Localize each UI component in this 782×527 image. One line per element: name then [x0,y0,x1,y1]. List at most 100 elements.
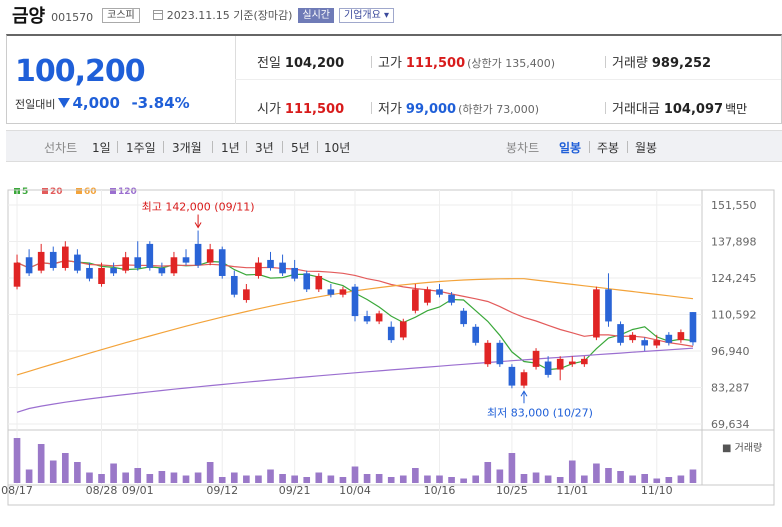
volume-bar [170,472,178,483]
candle-daily[interactable]: 일봉 [559,141,582,155]
candle-body [375,313,383,322]
x-tick-label: 11/01 [556,484,588,497]
candle-body [339,289,347,295]
volume-bar [412,468,419,483]
legend-ma60: 60 [76,187,97,197]
volume-bar [315,472,323,483]
volume-bar [605,468,612,483]
volume-bar [617,471,624,483]
volume-bar [146,474,154,483]
volume-bar [568,460,576,483]
period-1d[interactable]: 1일 [92,141,111,155]
volume-bar [532,472,540,483]
open-price: 시가 111,500 [257,102,345,117]
volume-bar [520,474,528,483]
volume-bar [13,438,21,483]
candle-body [230,275,238,295]
y-tick-label: 69,634 [711,418,750,431]
candle-body [605,289,612,322]
volume-bar [544,475,552,483]
y-tick-label: 124,245 [711,272,757,285]
legend-ma20: 20 [42,187,63,197]
high-arrow-icon [194,222,202,229]
volume-bar [255,475,262,483]
x-tick-label: 09/21 [279,484,311,497]
volume-bar [218,477,226,483]
volume-bar [581,475,588,483]
candle-body [629,334,636,341]
divider [627,141,628,153]
volume-bar [243,475,250,483]
period-5y[interactable]: 5년 [291,141,310,155]
volume-bar [98,474,105,483]
chart-frame [7,189,775,506]
candle-weekly[interactable]: 주봉 [597,141,620,155]
period-toolbar: 선차트 1일 1주일 3개월 1년 3년 5년 10년 봉차트 일봉 주봉 월봉 [6,130,782,162]
divider [282,141,283,153]
candle-body [110,267,117,274]
down-arrow-icon [58,98,71,108]
period-1y[interactable]: 1년 [221,141,240,155]
volume-bar [629,475,636,483]
candle-body [37,251,45,271]
candle-body [267,259,274,268]
date-label: 2023.11.15 기준(장마감) [166,9,293,22]
x-tick-label: 10/25 [496,484,528,497]
x-tick-label: 09/12 [206,484,238,497]
volume-bar [484,462,492,483]
candle-body [460,310,467,325]
candle-monthly[interactable]: 월봉 [635,141,658,155]
candle-body [194,243,202,266]
volume-bar [448,477,455,483]
volume-bar [387,477,395,483]
volume-bar [641,474,649,483]
candle-body [243,289,250,301]
stock-name: 금양 [12,6,46,27]
candle-body [327,289,335,295]
stock-code: 001570 [51,10,94,24]
legend-ma120: 120 [110,187,137,197]
candle-body [484,342,492,365]
candle-body [436,289,443,295]
candle-body [424,289,431,303]
price-change: 전일대비 4,000 -3.84% [15,94,190,112]
x-tick-label: 08/17 [1,484,33,497]
period-1w[interactable]: 1주일 [126,141,156,155]
volume-bar [37,444,45,483]
candle-body [315,275,323,290]
low-arrow-icon [520,390,528,397]
period-3m[interactable]: 3개월 [172,141,202,155]
change-label: 전일대비 [15,98,56,111]
x-tick-label: 09/01 [122,484,154,497]
y-tick-label: 83,287 [711,382,750,395]
candle-body [532,350,540,367]
candle-body [74,254,81,271]
volume-bar [194,472,202,483]
candle-body [508,366,516,386]
change-percent: -3.84% [131,94,190,112]
period-3y[interactable]: 3년 [255,141,274,155]
volume-bar [496,469,504,483]
volume-bar [230,472,238,483]
candle-body [593,289,600,338]
candle-body [61,246,69,268]
volume-bar [556,477,564,483]
volume-bar [460,478,467,483]
period-10y[interactable]: 10년 [324,141,351,155]
volume-bar [677,475,685,483]
legend-swatch [42,188,48,194]
volume-bar [25,469,33,483]
x-tick-label: 11/10 [641,484,673,497]
candle-body [351,286,359,317]
company-overview-button[interactable]: 기업개요 ▾ [339,7,395,23]
market-badge: 코스피 [102,7,140,23]
realtime-button[interactable]: 실시간 [298,7,335,23]
candle-body [134,257,142,268]
candle-body [86,267,93,279]
volume-bar [339,477,347,483]
legend-swatch [76,188,82,194]
volume-bar [424,475,431,483]
candle-body [653,340,661,346]
high-price: 고가 111,500 (상한가 135,400) [371,52,555,71]
volume-bar [49,460,57,483]
